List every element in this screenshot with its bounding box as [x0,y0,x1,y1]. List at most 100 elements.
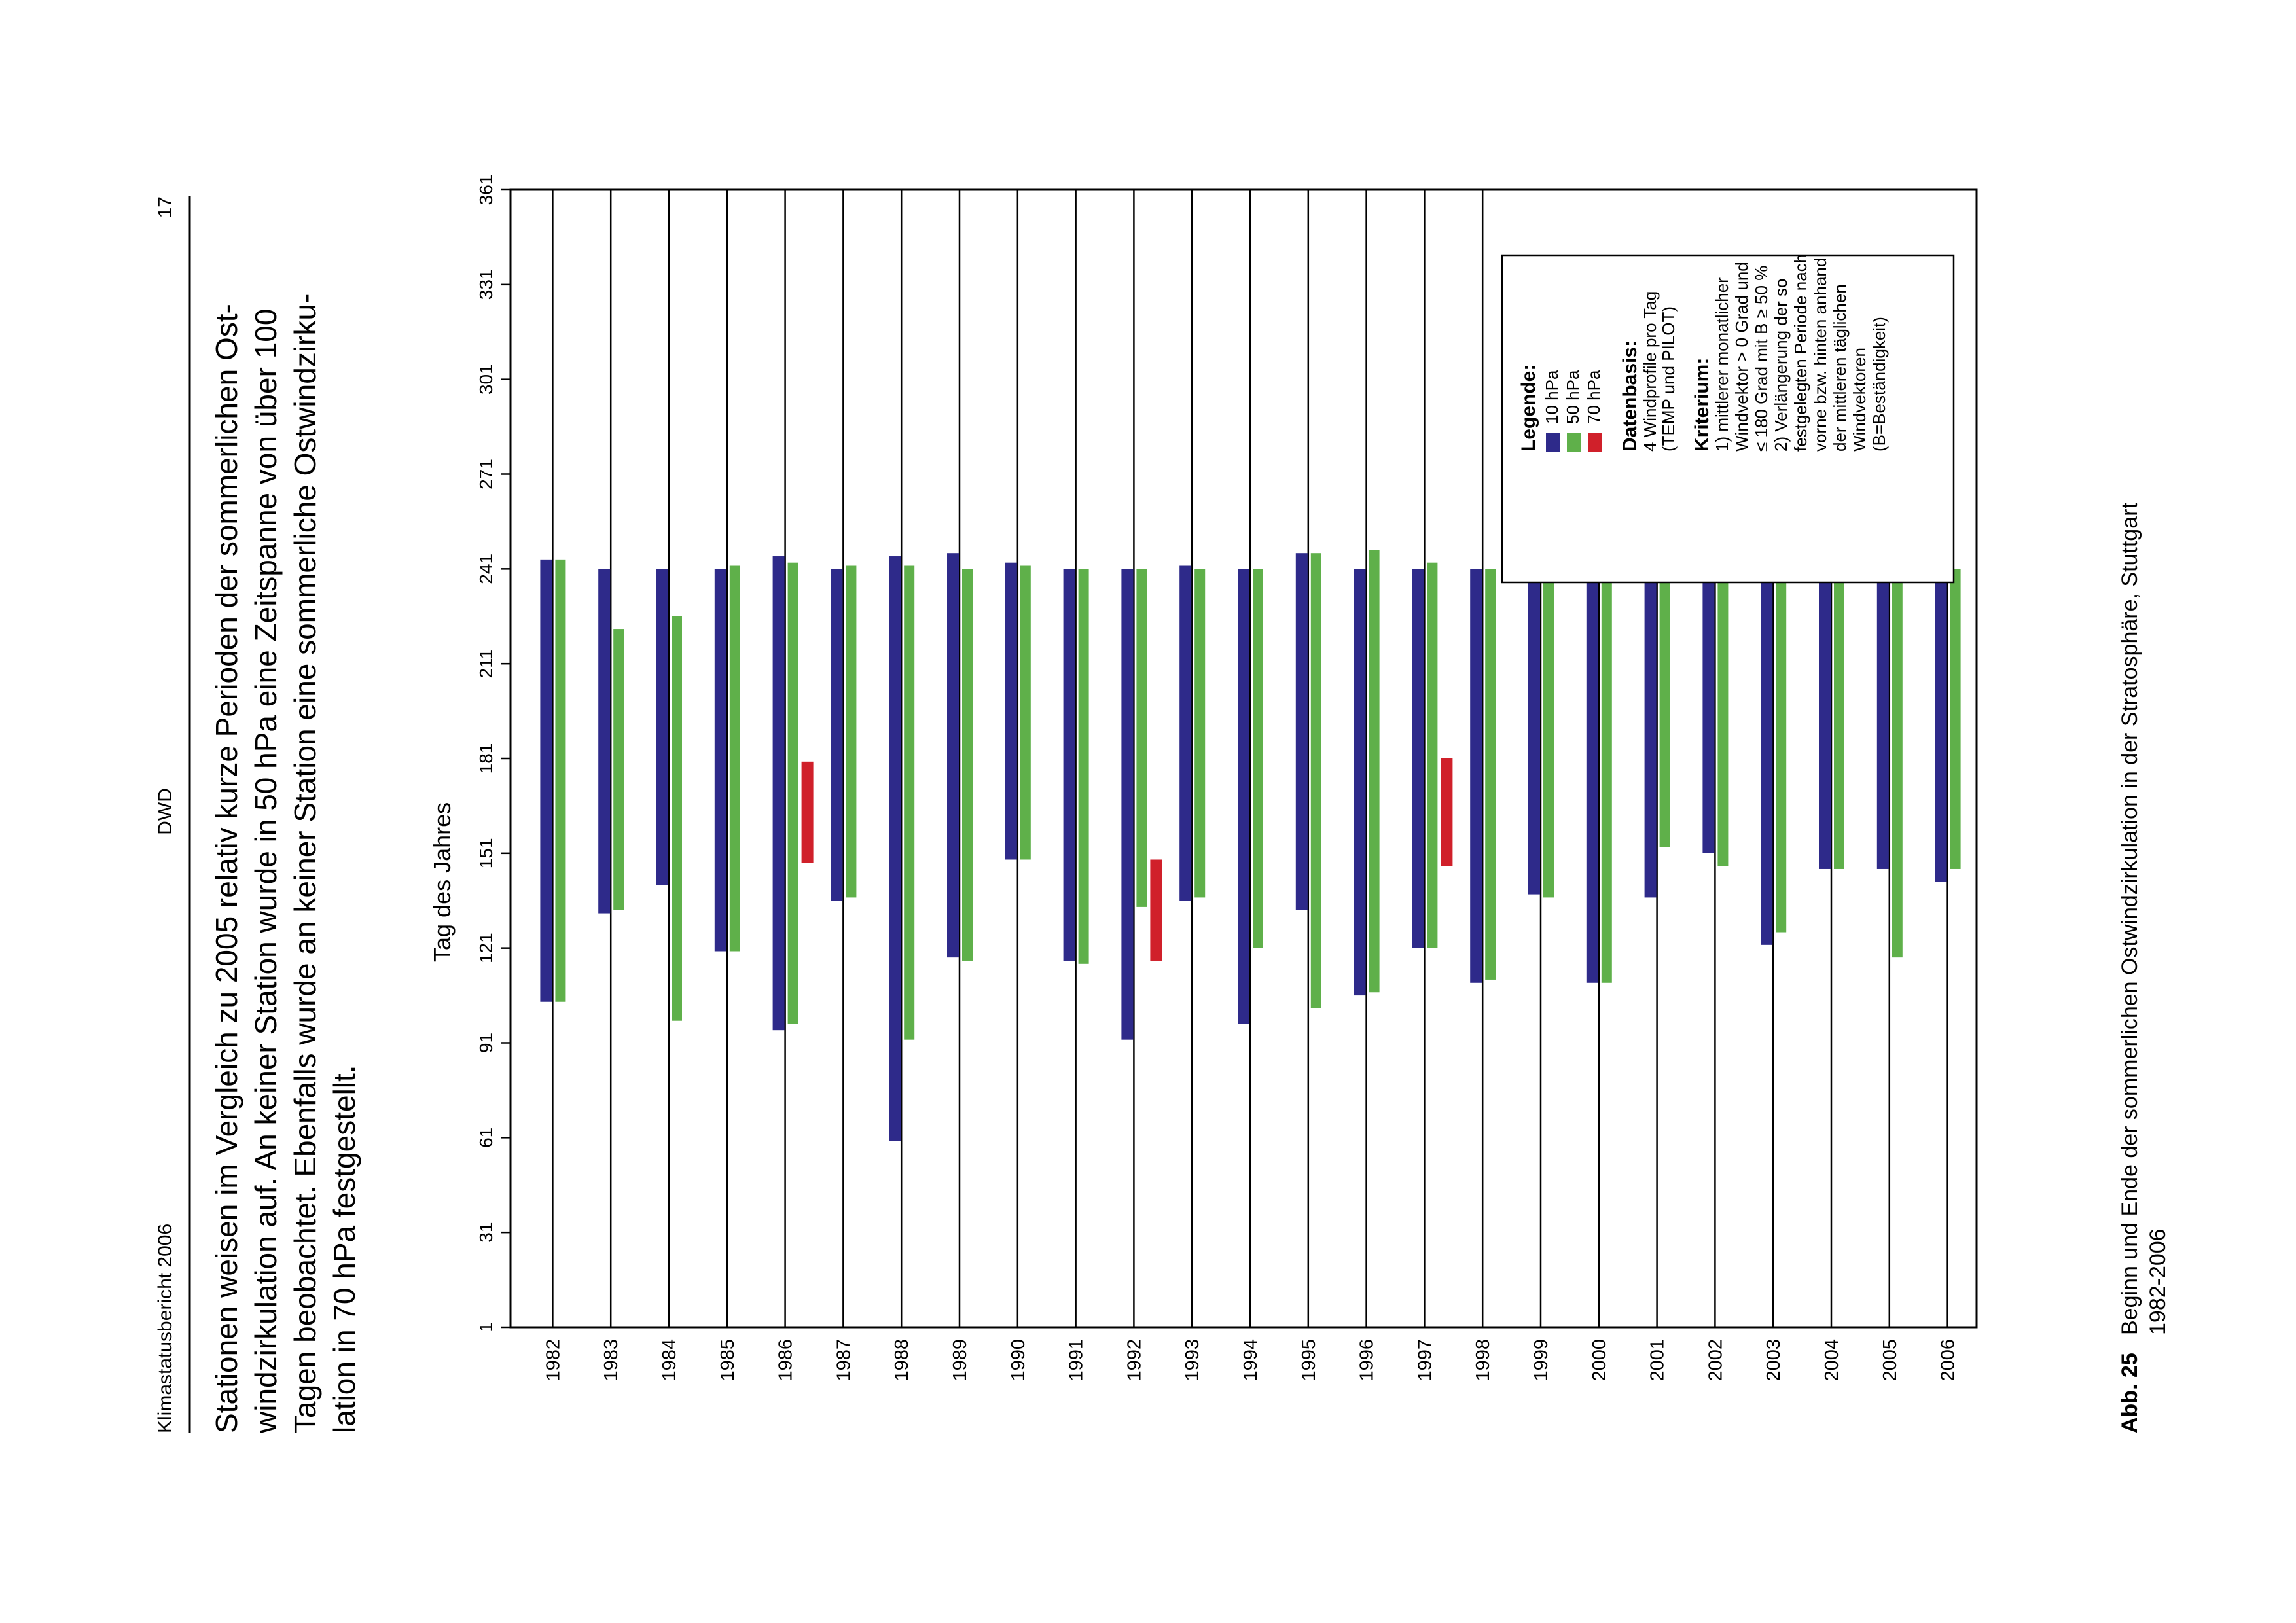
rotated-page: Klimastatusbericht 2006 DWD 17 Stationen… [154,175,2170,1434]
range-bar-50hpa [555,559,566,1002]
category-label: 2002 [1705,1339,1726,1382]
range-bar-50hpa [1369,550,1380,993]
figure-caption: Abb. 25 Beginn und Ende der sommerlichen… [2117,503,2170,1433]
running-header: Klimastatusbericht 2006 DWD 17 [154,196,191,1433]
range-bar-10hpa [1063,569,1075,961]
legend-kriterium-line: der mittleren täglichen [1830,284,1850,452]
range-bar-10hpa [1761,546,1773,945]
range-bar-50hpa [1078,569,1089,964]
x-tick-label: 211 [476,649,496,679]
legend-datenbasis-line-2: (TEMP und PILOT) [1659,306,1678,452]
range-bar-10hpa [772,556,785,1031]
category-label: 2003 [1763,1339,1784,1382]
category-label: 1992 [1124,1339,1145,1382]
legend-kriterium-line: 2) Verlängerung der so [1771,278,1791,452]
range-bar-50hpa [672,616,682,1021]
x-tick-label: 61 [476,1128,496,1148]
range-bar-50hpa [1427,562,1438,948]
category-label: 2006 [1938,1339,1959,1382]
value-axis-title: Tag des Jahres [429,802,456,962]
range-bar-10hpa [1935,569,1947,882]
category-label: 1983 [601,1339,622,1382]
category-label: 1997 [1414,1339,1435,1382]
legend-item-label: 70 hPa [1584,370,1604,424]
category-label: 1991 [1066,1339,1087,1382]
legend-kriterium-line: festgelegten Periode nach [1791,254,1810,452]
range-bar-50hpa [787,562,798,1024]
legend-datenbasis-line-1: 4 Windprofile pro Tag [1640,291,1660,452]
legend-kriterium-lines: 1) mittlerer monatlicher Windvektor > 0 G… [1712,254,1889,452]
legend-kriterium-line: vorne bzw. hinten anhand [1810,258,1830,452]
header-left: Klimastatusbericht 2006 [154,1224,176,1433]
range-bar-10hpa [598,569,611,914]
range-bar-10hpa [1470,569,1482,983]
range-bar-70hpa [1441,758,1453,866]
x-tick-label: 91 [476,1033,496,1053]
range-bar-10hpa [947,553,959,958]
x-tick-label: 31 [476,1222,496,1243]
x-tick-label: 361 [476,175,496,205]
range-bar-70hpa [1150,859,1162,961]
legend: Legende: 10 hPa 50 hPa 70 hPa Datenbasis: … [1501,254,1955,584]
range-bar-50hpa [1543,565,1554,898]
x-tick-label: 181 [476,743,496,774]
x-tick-label: 271 [476,459,496,490]
legend-kriterium-line: Windvektoren [1850,348,1869,452]
category-label: 1989 [950,1339,971,1382]
range-bar-10hpa [1121,569,1134,1040]
range-bar-50hpa [1194,569,1206,898]
body-line-3: Tagen beobachtet. Ebenfalls wurde an kei… [288,294,322,1433]
category-label: 1996 [1357,1339,1378,1382]
range-bar-10hpa [1644,562,1657,898]
x-tick-label: 121 [476,933,496,963]
legend-datenbasis-title: Datenbasis: [1619,340,1641,452]
body-line-2: windzirkulation auf. An keiner Station w… [249,309,283,1434]
range-bar-10hpa [831,569,843,901]
category-label: 1999 [1531,1339,1552,1382]
range-bar-10hpa [1238,569,1249,1024]
legend-items: 10 hPa 50 hPa 70 hPa [1542,370,1604,452]
range-bar-10hpa [1819,569,1831,869]
legend-title: Legende: [1518,365,1539,452]
body-paragraph: Stationen weisen im Vergleich zu 2005 re… [209,294,361,1434]
chart-bars [540,546,1961,1141]
legend-swatch [1546,433,1560,452]
legend-kriterium-title: Kriterium: [1691,358,1713,452]
range-bar-10hpa [1295,553,1308,910]
x-tick-label: 301 [476,364,496,395]
category-label: 1998 [1473,1339,1494,1382]
page-number: 17 [154,196,176,218]
category-label: 1982 [543,1339,564,1382]
range-bar-10hpa [1354,569,1366,996]
range-bar-10hpa [1179,565,1192,901]
range-bar-10hpa [1702,569,1715,853]
caption-label: Abb. 25 [2117,1353,2142,1433]
range-bar-50hpa [1601,569,1612,983]
body-line-1: Stationen weisen im Vergleich zu 2005 re… [209,304,243,1433]
legend-box [1501,254,1955,584]
category-label: 1994 [1240,1339,1261,1382]
range-bar-10hpa [1876,569,1889,869]
range-bar-50hpa [1020,565,1031,860]
range-bar-10hpa [1412,569,1424,948]
range-bar-50hpa [729,565,740,952]
x-tick-label: 241 [476,554,496,584]
range-bar-10hpa [1586,569,1598,983]
category-label: 2000 [1589,1339,1610,1382]
range-bar-50hpa [1253,569,1263,948]
range-bar-50hpa [846,565,857,898]
range-bar-50hpa [1776,569,1787,933]
range-bar-50hpa [1485,569,1496,980]
x-axis-ticks: 1 31 61 91 121 151 181 211 241 271 301 331 361 [476,175,511,1332]
range-bar-70hpa [801,761,814,863]
range-bar-50hpa [1950,569,1961,869]
range-bar-50hpa [1310,553,1321,1008]
range-bar-50hpa [1892,550,1903,958]
category-label: 1985 [717,1339,738,1382]
legend-kriterium-line: ≤ 180 Grad mit B ≥ 50 % [1751,266,1771,452]
category-label: 2001 [1647,1339,1668,1382]
legend-item-label: 10 hPa [1542,370,1562,424]
caption-line-2: 1982-2006 [2145,1228,2170,1335]
range-bar-50hpa [1717,569,1729,866]
